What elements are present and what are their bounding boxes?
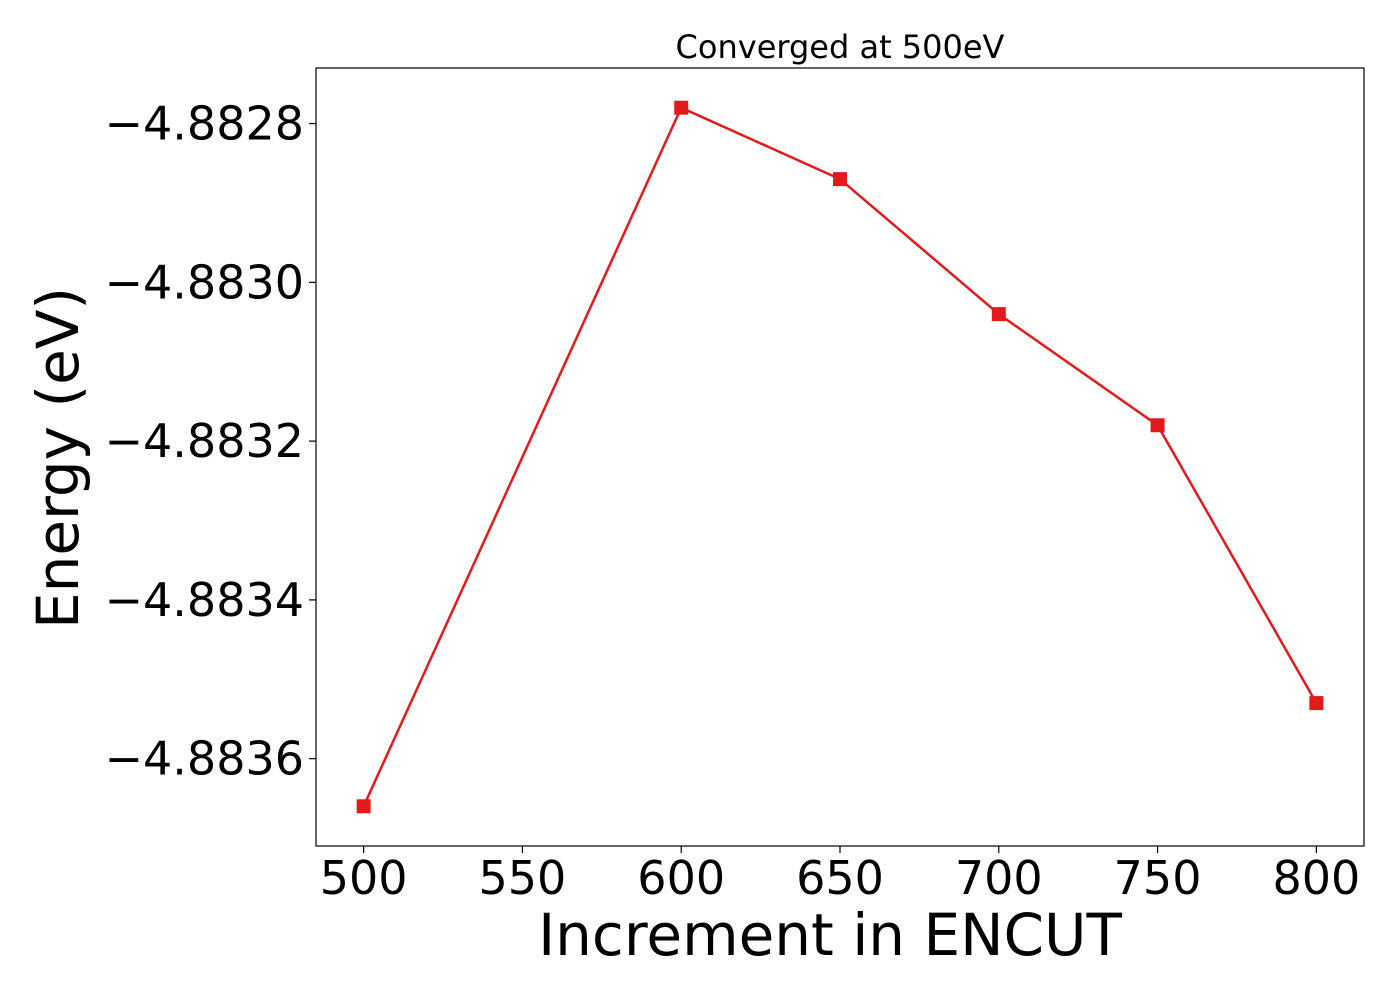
x-tick-label: 500 [320,851,408,905]
x-tick-label: 750 [1114,851,1202,905]
y-tick-label: −4.8830 [105,255,305,309]
plot-frame [315,67,1365,847]
data-point-marker [833,172,847,187]
series-group [356,100,1324,814]
y-tick-label: −4.8834 [105,573,305,627]
data-point-marker [1309,696,1324,711]
x-tick-label: 800 [1272,851,1360,905]
x-tick-label: 550 [479,851,567,905]
ticks: 500 550 600 650 700 750 800 −4.8836 −4.8834 −4.88… [105,97,1361,905]
chart-title: Converged at 500eV [676,28,1005,66]
data-point-marker [356,799,371,814]
data-point-marker [1150,418,1165,433]
x-axis-label: Increment in ENCUT [538,901,1122,969]
x-tick-label: 600 [637,851,725,905]
x-tick-label: 700 [955,851,1043,905]
data-point-marker [991,307,1006,322]
y-tick-label: −4.8836 [105,732,305,786]
y-tick-label: −4.8828 [105,97,305,151]
series-line [362,106,1318,807]
data-point-marker [674,100,689,115]
y-tick-label: −4.8832 [105,414,305,468]
x-tick-label: 650 [796,851,884,905]
y-axis-label: Energy (eV) [24,287,92,629]
